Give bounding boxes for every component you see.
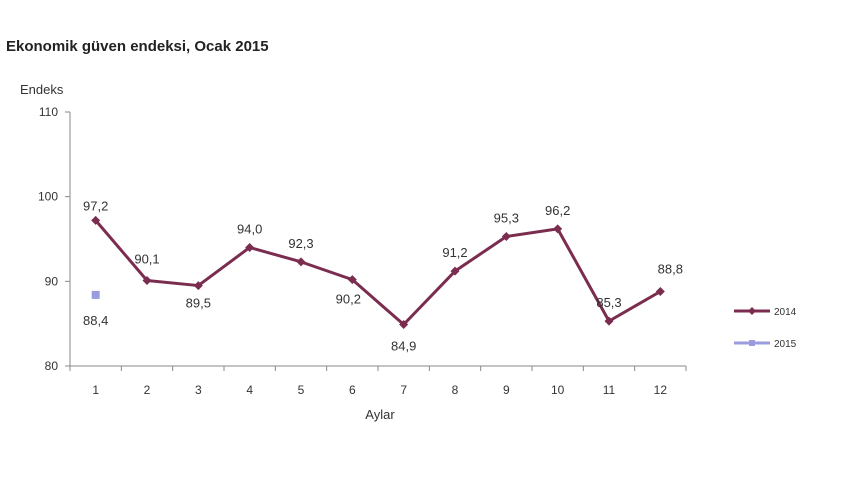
legend-item-2015: 2015: [734, 339, 797, 350]
data-label-2014: 92,3: [288, 236, 313, 251]
data-point-2014: [450, 266, 460, 276]
data-point-2014: [142, 275, 152, 285]
data-point-2014: [193, 281, 203, 291]
data-label-2014: 88,8: [658, 261, 683, 276]
data-label-2014: 95,3: [494, 210, 519, 225]
x-axis-title: Aylar: [365, 407, 395, 422]
data-point-2014: [296, 257, 306, 267]
data-point-2014: [91, 215, 101, 225]
y-axis-title: Endeks: [20, 82, 64, 97]
y-ticks: 110 100 90 80: [38, 105, 70, 373]
x-tick-label: 10: [551, 383, 565, 397]
data-label-2014: 89,5: [186, 296, 211, 311]
legend-marker: [749, 340, 755, 346]
x-tick-label: 11: [603, 383, 616, 397]
y-tick-label: 90: [45, 274, 59, 288]
x-tick-label: 4: [246, 383, 253, 397]
data-point-2014: [553, 224, 563, 234]
data-point-2014: [347, 275, 357, 285]
x-ticks: 1 2 3 4 5 6 7 8 9 10 11 12: [69, 366, 687, 397]
y-tick-label: 110: [39, 105, 58, 119]
data-point-2014: [245, 242, 255, 252]
series-layer: 97,2 90,1 89,5 94,0 92,3 90,2 84,9 91,2 95,3 96,2…: [83, 198, 683, 353]
data-label-2014: 97,2: [83, 198, 108, 213]
x-tick-label: 8: [452, 383, 459, 397]
x-tick-label: 9: [503, 383, 510, 397]
x-tick-label: 5: [298, 383, 305, 397]
data-label-2014: 85,3: [596, 295, 621, 310]
data-label-2014: 90,2: [336, 292, 361, 307]
data-point-2014: [399, 320, 409, 330]
data-point-2014: [501, 231, 511, 241]
legend-item-2014: 2014: [734, 307, 797, 318]
x-tick-label: 3: [195, 383, 202, 397]
data-point-2014: [604, 316, 614, 326]
y-tick-label: 80: [45, 359, 59, 373]
x-tick-label: 2: [144, 383, 151, 397]
data-label-2015: 88,4: [83, 313, 108, 328]
data-label-2014: 96,2: [545, 203, 570, 218]
data-point-2015: [91, 290, 100, 299]
x-tick-label: 1: [92, 383, 99, 397]
legend-label: 2015: [774, 339, 797, 350]
y-tick-label: 100: [38, 190, 58, 204]
legend: 2014 2015: [734, 307, 797, 350]
x-tick-label: 12: [654, 383, 668, 397]
chart-title: Ekonomik güven endeksi, Ocak 2015: [6, 38, 269, 55]
data-label-2014: 94,0: [237, 221, 262, 236]
series-line-2014: [94, 219, 662, 327]
data-label-2014: 84,9: [391, 339, 416, 354]
legend-marker: [748, 307, 756, 315]
data-label-2014: 90,1: [134, 251, 159, 266]
data-label-2014: 91,2: [442, 245, 467, 260]
data-point-2014: [655, 286, 665, 296]
x-tick-label: 7: [400, 383, 407, 397]
x-tick-label: 6: [349, 383, 356, 397]
legend-label: 2014: [774, 307, 797, 318]
